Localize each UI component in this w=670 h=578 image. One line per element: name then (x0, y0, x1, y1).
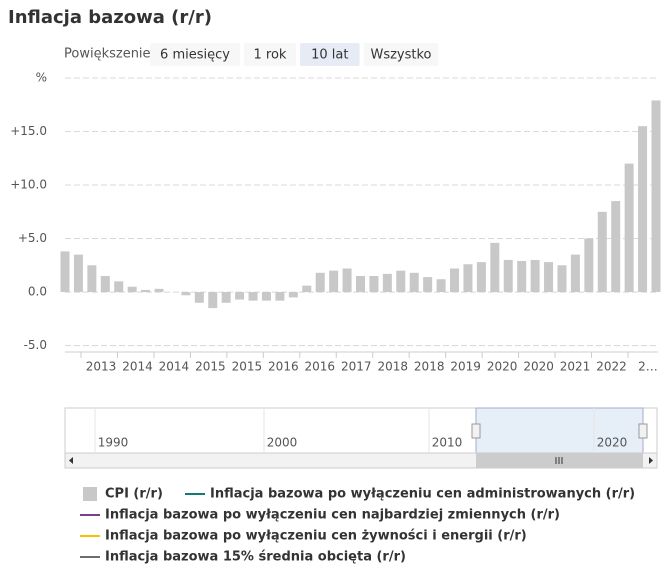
x-tick-label: 2… (638, 360, 658, 374)
x-tick-label: 2015 (195, 360, 226, 374)
zoom-button-label[interactable]: Wszystko (370, 48, 431, 63)
bar (288, 292, 298, 298)
x-tick-label: 2021 (560, 360, 591, 374)
bar (329, 270, 339, 293)
zoom-label: Powiększenie (64, 47, 151, 62)
navigator-label: 1990 (98, 436, 129, 450)
legend-label[interactable]: Inflacja bazowa po wyłączeniu cen żywnoś… (105, 529, 527, 544)
bar (100, 276, 110, 293)
bar (356, 276, 365, 293)
legend-label[interactable]: Inflacja bazowa 15% średnia obcięta (r/r… (105, 550, 406, 565)
x-tick-label: 2016 (305, 360, 336, 374)
bar (194, 292, 204, 303)
navigator-range[interactable] (475, 407, 644, 454)
bar (73, 254, 83, 293)
legend-symbol (83, 487, 97, 501)
y-tick-label: +10.0 (10, 178, 47, 192)
bar (114, 281, 124, 293)
x-tick-label: 2018 (414, 360, 445, 374)
chart-title: Inflacja bazowa (r/r) (8, 7, 212, 28)
bar (248, 292, 258, 301)
bar (208, 292, 218, 309)
bar (235, 292, 245, 300)
bar (503, 259, 513, 293)
x-tick-label: 2014 (159, 360, 190, 374)
bar (423, 277, 433, 293)
zoom-button-label[interactable]: 10 lat (311, 48, 348, 63)
zoom-button[interactable] (150, 43, 240, 66)
bar (557, 265, 567, 293)
bar (638, 126, 648, 293)
y-tick-label: % (36, 71, 47, 85)
scroll-right[interactable] (649, 457, 653, 464)
bar (624, 163, 634, 293)
bar (584, 238, 594, 293)
navigator-label: 2000 (267, 436, 298, 450)
x-tick-label: 2020 (487, 360, 518, 374)
bar (436, 279, 446, 293)
bar (396, 270, 406, 293)
bar (476, 262, 486, 293)
bar (490, 242, 500, 293)
bar (315, 272, 325, 293)
plot-area: -5.0 0.0 +5.0 +10.0 +15.0% 2013 2014 2014 2015 20… (10, 71, 661, 374)
x-tick-label: 2020 (523, 360, 554, 374)
legend: CPI (r/r) Inflacja bazowa po wyłączeniu c… (80, 487, 635, 565)
bar (597, 211, 607, 293)
zoom-button-label[interactable]: 1 rok (254, 48, 287, 63)
bar (382, 273, 392, 293)
legend-label[interactable]: CPI (r/r) (105, 487, 163, 502)
legend-label[interactable]: Inflacja bazowa po wyłączeniu cen admini… (210, 487, 635, 502)
bar (141, 289, 151, 293)
bar (154, 288, 164, 293)
x-tick-label: 2022 (596, 360, 627, 374)
x-tick-label: 2015 (232, 360, 263, 374)
scroll-grip (555, 457, 563, 464)
x-tick-label: 2016 (268, 360, 299, 374)
bar (302, 285, 312, 293)
navigator-label: 2010 (432, 436, 463, 450)
bar (544, 262, 554, 293)
y-tick-label: +15.0 (10, 124, 47, 138)
zoom-button[interactable] (244, 43, 296, 66)
y-tick-label: -5.0 (24, 338, 47, 352)
x-tick-label: 2014 (122, 360, 153, 374)
x-tick-label: 2017 (341, 360, 372, 374)
scroll-left[interactable] (69, 457, 73, 464)
bar (221, 292, 231, 303)
navigator-handle[interactable] (638, 423, 648, 439)
x-tick-label: 2019 (450, 360, 481, 374)
bar (409, 272, 419, 293)
y-tick-label: +5.0 (18, 231, 47, 245)
navigator-label: 2020 (597, 436, 628, 450)
bar (450, 268, 460, 293)
bar (369, 276, 379, 293)
bar (651, 100, 661, 293)
navigator-handle[interactable] (471, 423, 481, 439)
bar (60, 251, 70, 293)
y-tick-label: 0.0 (28, 285, 47, 299)
bar (530, 259, 540, 293)
bar (127, 286, 137, 293)
navigator: 1990 2000 2010 2020 (64, 407, 658, 469)
zoom-button[interactable] (363, 43, 439, 66)
x-tick-label: 2013 (86, 360, 117, 374)
zoom-buttons: 6 miesięcy 1 rok 10 lat Wszystko (150, 43, 439, 66)
bar (463, 264, 473, 293)
bar (570, 254, 580, 293)
zoom-button[interactable] (300, 43, 360, 66)
bar (181, 292, 191, 296)
bar (611, 201, 621, 293)
zoom-button-label[interactable]: 6 miesięcy (160, 48, 230, 63)
bar (342, 268, 352, 293)
bar (275, 292, 285, 301)
legend-label[interactable]: Inflacja bazowa po wyłączeniu cen najbar… (105, 508, 560, 523)
bar (261, 292, 271, 301)
x-tick-label: 2018 (377, 360, 408, 374)
bar (517, 261, 527, 293)
bar (87, 265, 97, 293)
